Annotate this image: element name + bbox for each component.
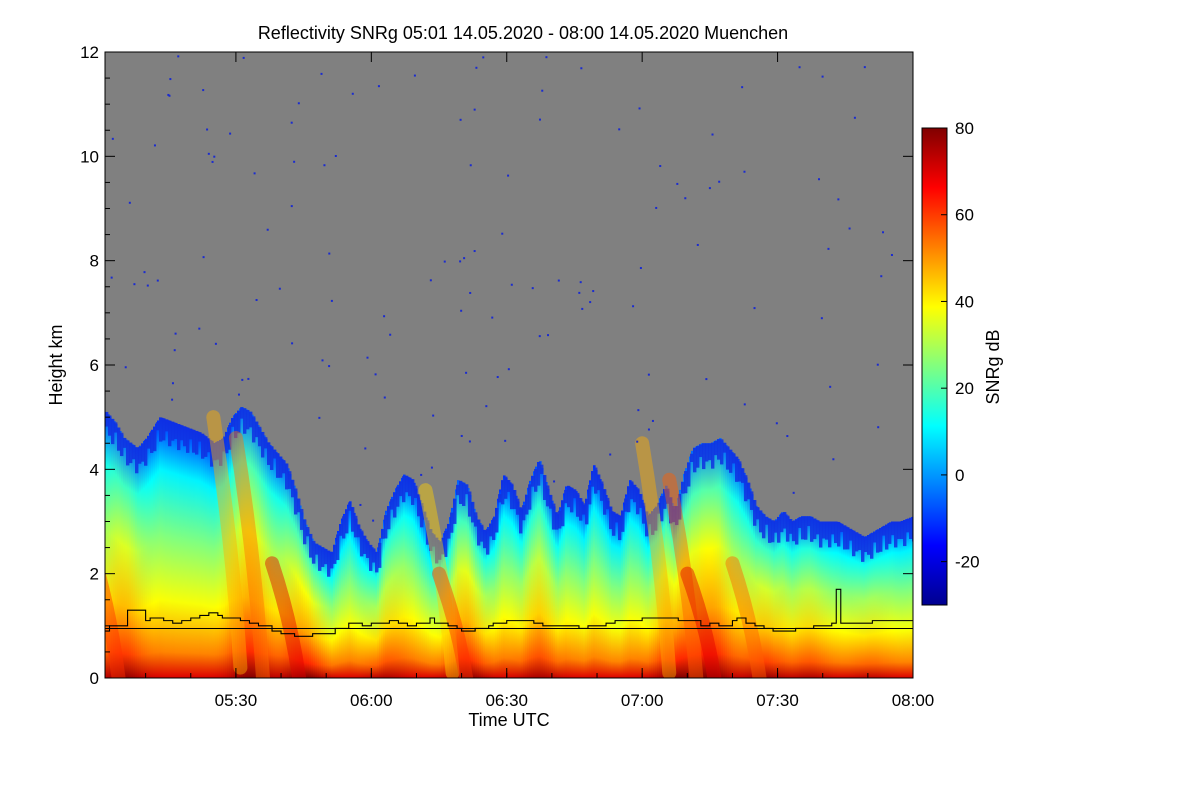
colorbar-gradient [921, 127, 948, 606]
y-axis-label: Height km [46, 324, 66, 405]
x-tick-label: 07:30 [756, 691, 799, 710]
x-tick-label: 06:30 [485, 691, 528, 710]
x-axis-label: Time UTC [468, 710, 549, 730]
y-tick-label: 10 [80, 147, 99, 166]
plot-area [104, 51, 914, 679]
colorbar-tick-label: -20 [955, 553, 980, 572]
colorbar: -20 0 20 40 60 80 SNRg dB [921, 119, 1003, 606]
x-tick-label: 07:00 [621, 691, 664, 710]
colorbar-label: SNRg dB [983, 329, 1003, 404]
colorbar-tick-label: 40 [955, 292, 974, 311]
x-tick-label: 05:30 [215, 691, 258, 710]
y-tick-label: 2 [90, 565, 99, 584]
x-tick-label: 08:00 [892, 691, 935, 710]
noise-speckles [110, 55, 893, 522]
y-tick-label: 12 [80, 43, 99, 62]
x-tick-label: 06:00 [350, 691, 393, 710]
colorbar-tick-label: 60 [955, 206, 974, 225]
y-tick-label: 4 [90, 460, 99, 479]
y-tick-label: 8 [90, 252, 99, 271]
colorbar-tick-label: 80 [955, 119, 974, 138]
chart-title: Reflectivity SNRg 05:01 14.05.2020 - 08:… [258, 23, 788, 43]
mixing-layer-line [105, 588, 913, 637]
y-axis: 0 2 4 6 8 10 12 [80, 43, 913, 688]
colorbar-tick-label: 0 [955, 466, 964, 485]
y-tick-label: 0 [90, 669, 99, 688]
colorbar-tick-label: 20 [955, 379, 974, 398]
colorbar-ticks: -20 0 20 40 60 80 [941, 119, 980, 572]
x-axis: 05:30 06:00 06:30 07:00 07:30 08:00 [145, 52, 935, 710]
heatmap-field [105, 407, 913, 678]
y-tick-label: 6 [90, 356, 99, 375]
